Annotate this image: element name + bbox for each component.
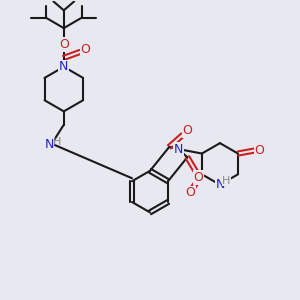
Text: N: N — [44, 138, 54, 151]
Text: O: O — [80, 43, 90, 56]
Text: O: O — [182, 124, 192, 137]
Text: H: H — [222, 176, 231, 186]
Text: H: H — [53, 137, 61, 147]
Text: N: N — [59, 60, 68, 73]
Text: O: O — [255, 144, 265, 157]
Text: O: O — [59, 38, 69, 51]
Text: O: O — [186, 186, 196, 199]
Text: O: O — [194, 171, 204, 184]
Text: N: N — [215, 178, 225, 191]
Text: N: N — [59, 60, 68, 73]
Text: N: N — [174, 142, 183, 156]
